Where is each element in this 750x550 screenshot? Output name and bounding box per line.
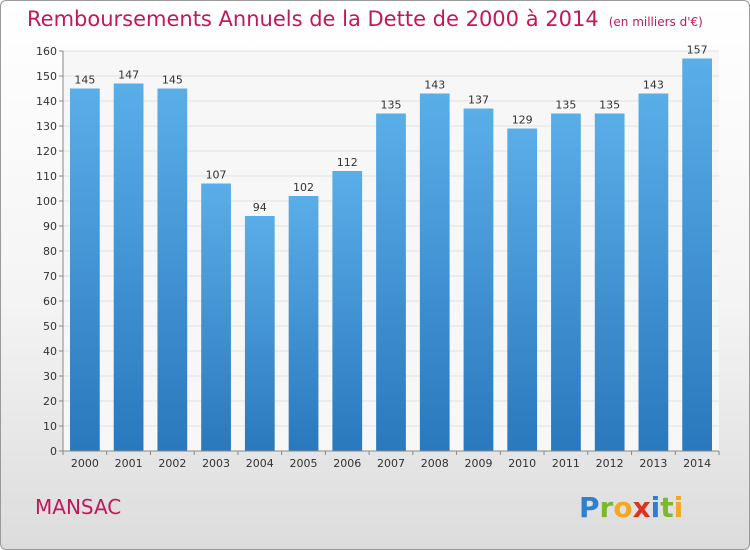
y-tick-label: 0 — [50, 445, 57, 458]
bar-2013 — [638, 93, 669, 451]
data-label-2006: 112 — [337, 156, 358, 169]
x-tick-label-2011: 2011 — [552, 457, 580, 470]
bar-2011 — [551, 113, 581, 451]
axes-group: 0 10 20 30 40 50 60 70 80 90 100 110 120 130 140 150 160 — [36, 45, 720, 458]
y-tick-label: 90 — [43, 220, 57, 233]
y-tick-label: 50 — [43, 320, 57, 333]
bar-2009 — [463, 108, 494, 451]
bar-2000 — [69, 88, 100, 451]
bar-2005 — [288, 196, 319, 451]
data-label-2013: 143 — [643, 79, 664, 92]
x-tick-label-2006: 2006 — [333, 457, 361, 470]
bar-2014 — [682, 58, 713, 451]
logo-letter: i — [650, 491, 661, 524]
y-tick-label: 120 — [36, 145, 57, 158]
data-label-2002: 145 — [162, 74, 183, 87]
y-tick-label: 140 — [36, 95, 57, 108]
y-tick-label: 80 — [43, 245, 57, 258]
x-tick-label-2013: 2013 — [639, 457, 667, 470]
y-tick-label: 160 — [36, 45, 57, 58]
data-label-2014: 157 — [687, 44, 708, 57]
data-label-2010: 129 — [512, 114, 533, 127]
bar-2007 — [376, 113, 406, 451]
x-tick-label-2000: 2000 — [71, 457, 99, 470]
logo-letter: P — [579, 491, 600, 524]
x-tick-label-2012: 2012 — [596, 457, 624, 470]
x-tick-label-2003: 2003 — [202, 457, 230, 470]
bar-2010 — [507, 128, 538, 451]
data-label-2011: 135 — [555, 99, 576, 112]
bar-2003 — [201, 183, 231, 451]
x-tick-label-2014: 2014 — [683, 457, 711, 470]
data-label-2012: 135 — [599, 99, 620, 112]
x-tick-label-2004: 2004 — [246, 457, 274, 470]
data-label-2005: 102 — [293, 181, 314, 194]
data-label-2004: 94 — [253, 201, 267, 214]
data-label-2001: 147 — [118, 69, 139, 82]
y-tick-label: 10 — [43, 420, 57, 433]
y-tick-label: 130 — [36, 120, 57, 133]
y-tick-label: 150 — [36, 70, 57, 83]
chart-title: Remboursements Annuels de la Dette de 20… — [27, 7, 703, 31]
data-label-2008: 143 — [424, 79, 445, 92]
logo-letter: o — [613, 491, 633, 524]
bar-2002 — [157, 88, 188, 451]
bar-2004 — [244, 216, 275, 451]
y-tick-label: 30 — [43, 370, 57, 383]
y-tick-label: 100 — [36, 195, 57, 208]
bars-group — [69, 58, 713, 451]
x-tick-label-2008: 2008 — [421, 457, 449, 470]
y-tick-label: 40 — [43, 345, 57, 358]
bar-2001 — [113, 83, 144, 451]
y-tick-label: 70 — [43, 270, 57, 283]
bar-2006 — [332, 171, 363, 451]
labels-group: 145 2000 147 2001 145 2002 107 2003 94 2004 102 200… — [71, 44, 711, 471]
subtitle-text: (en milliers d'€) — [608, 15, 703, 29]
x-tick-label-2007: 2007 — [377, 457, 405, 470]
data-label-2003: 107 — [206, 169, 227, 182]
commune-name: MANSAC — [35, 495, 122, 519]
logo-letter: x — [632, 491, 651, 524]
x-tick-label-2005: 2005 — [290, 457, 318, 470]
bar-2008 — [419, 93, 450, 451]
logo-letter: t — [660, 491, 674, 524]
proxiti-logo: Proxiti — [579, 491, 683, 524]
data-label-2000: 145 — [74, 74, 95, 87]
logo-letter: i — [673, 491, 684, 524]
title-text: Remboursements Annuels de la Dette de 20… — [27, 7, 599, 31]
y-tick-label: 20 — [43, 395, 57, 408]
bar-2012 — [594, 113, 625, 451]
x-tick-label-2001: 2001 — [115, 457, 143, 470]
data-label-2007: 135 — [381, 99, 402, 112]
y-tick-label: 60 — [43, 295, 57, 308]
x-tick-label-2009: 2009 — [464, 457, 492, 470]
x-tick-label-2002: 2002 — [158, 457, 186, 470]
logo-letter: r — [599, 491, 614, 524]
data-label-2009: 137 — [468, 94, 489, 107]
y-tick-label: 110 — [36, 170, 57, 183]
x-tick-label-2010: 2010 — [508, 457, 536, 470]
